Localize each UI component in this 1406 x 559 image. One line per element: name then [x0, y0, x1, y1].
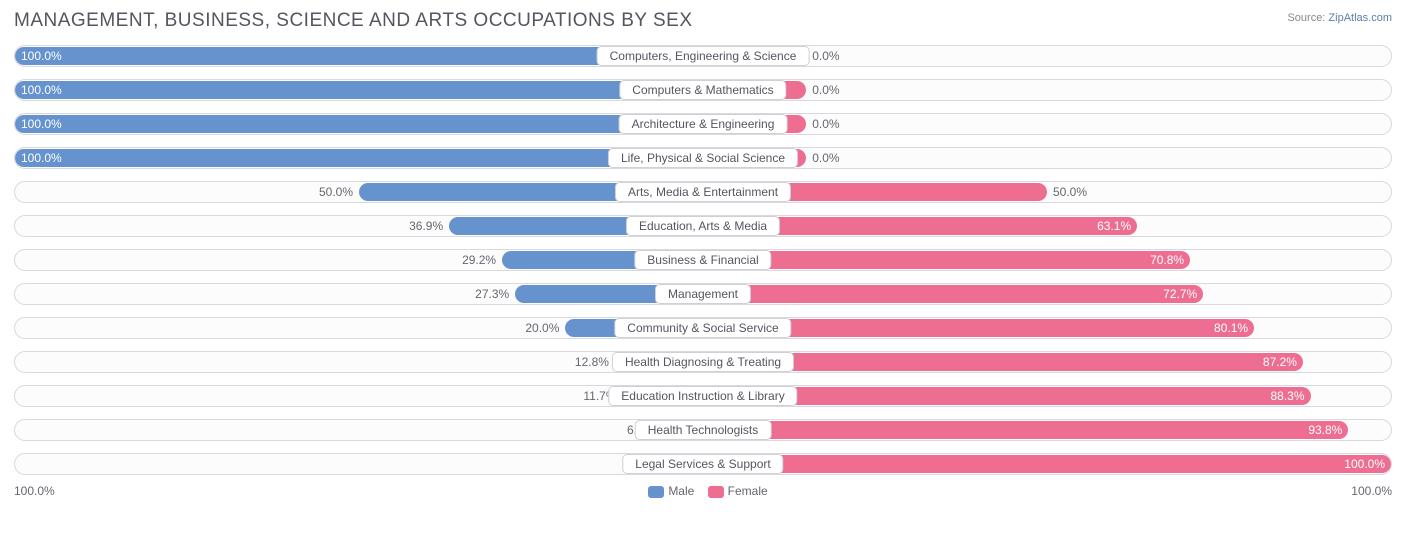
category-label: Business & Financial	[634, 250, 771, 270]
male-half: 6.2%	[15, 420, 703, 440]
female-value: 87.2%	[1263, 355, 1297, 369]
male-value: 36.9%	[409, 219, 443, 233]
male-half: 11.7%	[15, 386, 703, 406]
category-label: Education, Arts & Media	[626, 216, 780, 236]
chart-row: 100.0% 0.0% Life, Physical & Social Scienc…	[14, 144, 1392, 172]
category-label: Management	[655, 284, 751, 304]
female-swatch	[708, 486, 724, 498]
male-value: 50.0%	[319, 185, 353, 199]
male-value: 100.0%	[21, 151, 62, 165]
female-value: 0.0%	[812, 49, 839, 63]
chart-title: MANAGEMENT, BUSINESS, SCIENCE AND ARTS O…	[14, 10, 693, 32]
category-label: Health Diagnosing & Treating	[612, 352, 794, 372]
category-label: Architecture & Engineering	[619, 114, 788, 134]
male-value: 100.0%	[21, 83, 62, 97]
female-half: 70.8%	[703, 250, 1391, 270]
male-half: 36.9%	[15, 216, 703, 236]
chart-row: 12.8% 87.2% Health Diagnosing & Treating	[14, 348, 1392, 376]
chart-header: MANAGEMENT, BUSINESS, SCIENCE AND ARTS O…	[14, 10, 1392, 32]
male-value: 100.0%	[21, 117, 62, 131]
chart-row: 100.0% 0.0% Architecture & Engineering	[14, 110, 1392, 138]
category-label: Health Technologists	[635, 420, 772, 440]
female-value: 50.0%	[1053, 185, 1087, 199]
male-value: 27.3%	[475, 287, 509, 301]
male-bar: 100.0%	[15, 149, 703, 167]
male-bar: 100.0%	[15, 81, 703, 99]
male-half: 27.3%	[15, 284, 703, 304]
female-bar: 70.8%	[703, 251, 1190, 269]
female-value: 80.1%	[1214, 321, 1248, 335]
male-half: 20.0%	[15, 318, 703, 338]
category-label: Arts, Media & Entertainment	[615, 182, 791, 202]
chart-row: 6.2% 93.8% Health Technologists	[14, 416, 1392, 444]
male-value: 12.8%	[575, 355, 609, 369]
female-half: 0.0%	[703, 114, 1391, 134]
female-value: 63.1%	[1097, 219, 1131, 233]
category-label: Computers, Engineering & Science	[597, 46, 810, 66]
male-half: 29.2%	[15, 250, 703, 270]
chart-row: 100.0% 0.0%Computers, Engineering & Scien…	[14, 42, 1392, 70]
male-swatch	[648, 486, 664, 498]
female-bar: 93.8%	[703, 421, 1348, 439]
female-value: 72.7%	[1163, 287, 1197, 301]
source-link[interactable]: ZipAtlas.com	[1328, 12, 1392, 24]
female-bar: 72.7%	[703, 285, 1203, 303]
female-half: 0.0%	[703, 148, 1391, 168]
legend-male-label: Male	[668, 484, 694, 498]
female-bar: 100.0%	[703, 455, 1391, 473]
category-label: Community & Social Service	[614, 318, 791, 338]
female-value: 0.0%	[812, 151, 839, 165]
legend: Male Female	[55, 484, 1352, 498]
source-prefix: Source:	[1287, 12, 1328, 24]
male-value: 20.0%	[525, 321, 559, 335]
chart-rows: 100.0%0.0%Computers, Engineering & Scien…	[14, 42, 1392, 478]
female-half: 87.2%	[703, 352, 1391, 372]
male-half: 50.0%	[15, 182, 703, 202]
female-value: 93.8%	[1308, 423, 1342, 437]
axis-right-label: 100.0%	[1351, 484, 1392, 498]
female-half: 50.0%	[703, 182, 1391, 202]
chart-row: 20.0% 80.1% Community & Social Service	[14, 314, 1392, 342]
male-half: 100.0%	[15, 80, 703, 100]
category-label: Education Instruction & Library	[608, 386, 797, 406]
category-label: Life, Physical & Social Science	[608, 148, 798, 168]
female-value: 0.0%	[812, 117, 839, 131]
chart-row: 36.9% 63.1% Education, Arts & Media	[14, 212, 1392, 240]
chart-footer: 100.0% Male Female 100.0%	[14, 484, 1392, 498]
female-half: 100.0%	[703, 454, 1391, 474]
female-half: 88.3%	[703, 386, 1391, 406]
female-value: 88.3%	[1270, 389, 1304, 403]
male-half: 0.0%	[15, 454, 703, 474]
category-label: Computers & Mathematics	[619, 80, 786, 100]
male-value: 100.0%	[21, 49, 62, 63]
chart-row: 100.0% 0.0% Computers & Mathematics	[14, 76, 1392, 104]
female-value: 70.8%	[1150, 253, 1184, 267]
source-attribution: Source: ZipAtlas.com	[1287, 10, 1392, 24]
female-half: 93.8%	[703, 420, 1391, 440]
female-half: 63.1%	[703, 216, 1391, 236]
female-value: 100.0%	[1344, 457, 1385, 471]
male-value: 29.2%	[462, 253, 496, 267]
category-label: Legal Services & Support	[622, 454, 783, 474]
chart-row: 50.0% 50.0% Arts, Media & Entertainment	[14, 178, 1392, 206]
chart-row: 11.7% 88.3% Education Instruction & Librar…	[14, 382, 1392, 410]
male-half: 100.0%	[15, 114, 703, 134]
male-half: 100.0%	[15, 148, 703, 168]
axis-left-label: 100.0%	[14, 484, 55, 498]
legend-female-label: Female	[728, 484, 768, 498]
chart-row: 27.3% 72.7% Management	[14, 280, 1392, 308]
female-half: 0.0%	[703, 80, 1391, 100]
chart-row: 29.2% 70.8% Business & Financial	[14, 246, 1392, 274]
male-half: 12.8%	[15, 352, 703, 372]
female-half: 80.1%	[703, 318, 1391, 338]
chart-row: 0.0% 100.0% Legal Services & Support	[14, 450, 1392, 478]
male-bar: 100.0%	[15, 115, 703, 133]
female-half: 72.7%	[703, 284, 1391, 304]
female-value: 0.0%	[812, 83, 839, 97]
